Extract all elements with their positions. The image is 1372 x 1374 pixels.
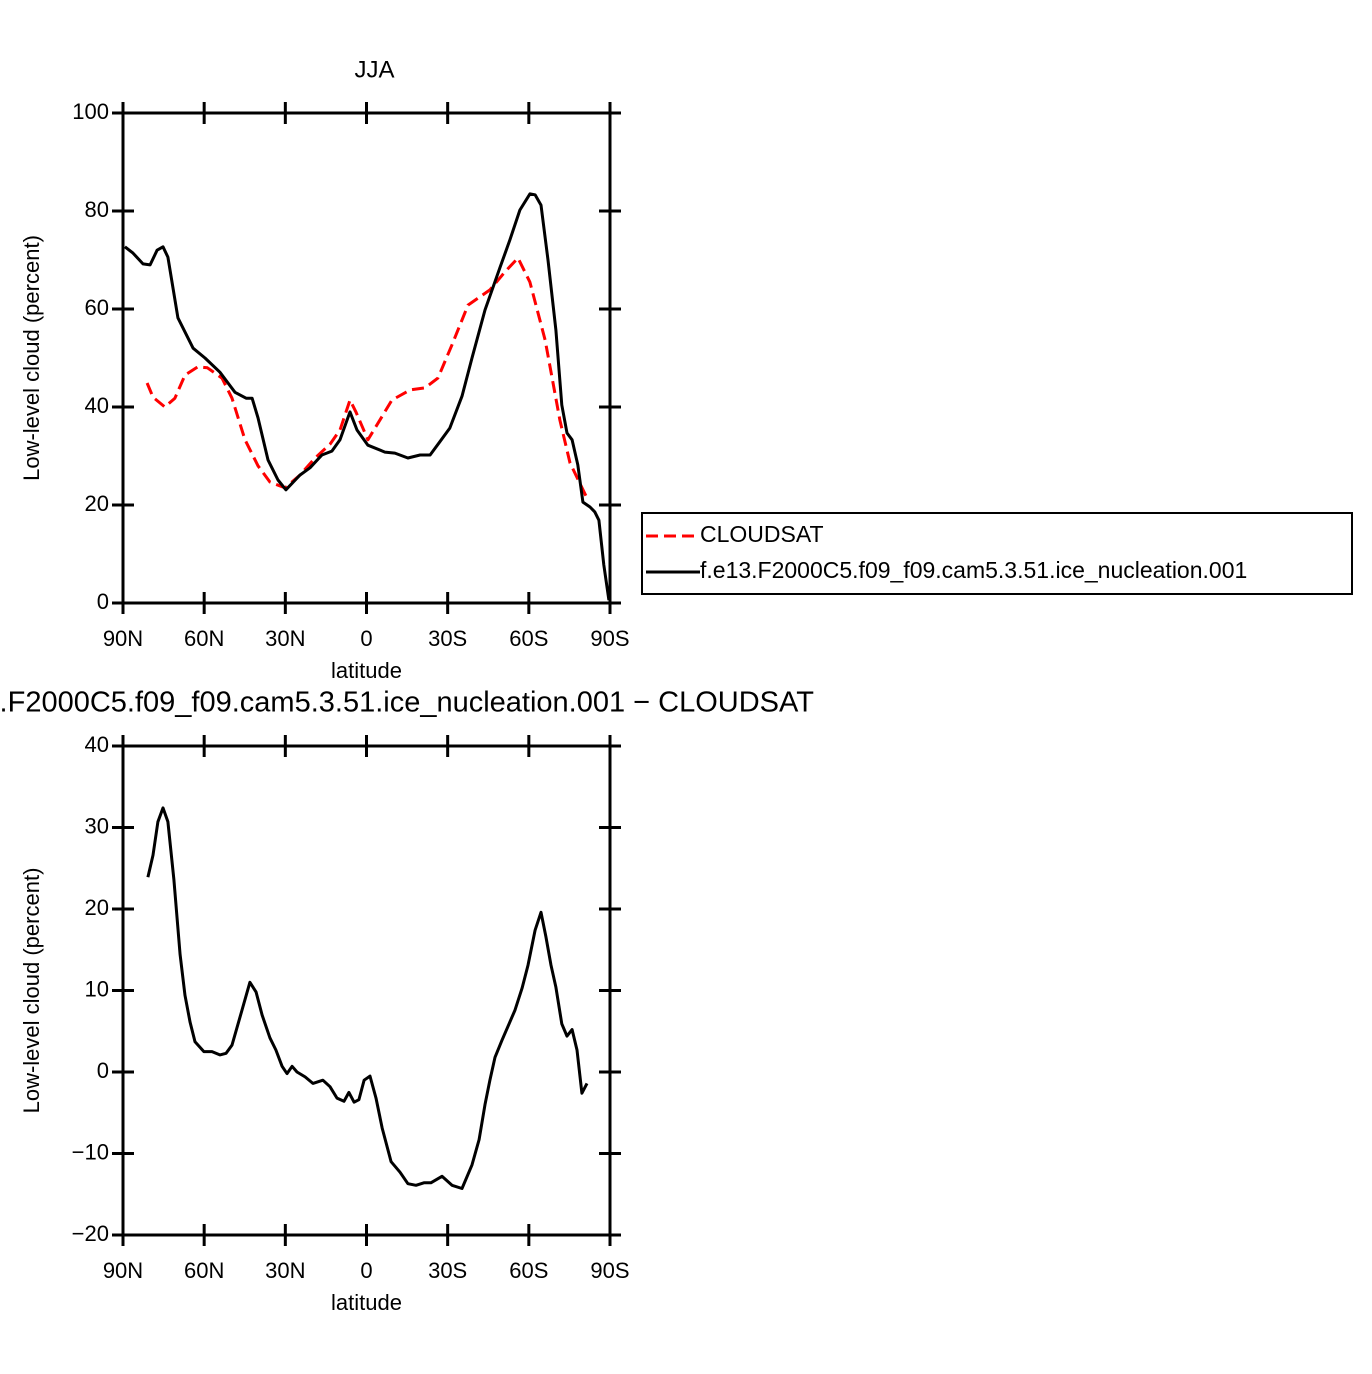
legend-box — [641, 512, 1353, 595]
x-axis-label: latitude — [331, 1290, 402, 1315]
x-tick-label: 30S — [428, 1258, 467, 1283]
x-tick-label: 60N — [184, 1258, 224, 1283]
data-line — [145, 256, 589, 499]
x-tick-label: 90S — [590, 1258, 629, 1283]
data-line — [123, 192, 611, 601]
chart-title: JJA — [354, 56, 394, 83]
y-tick-label: 0 — [97, 589, 109, 614]
y-tick-label: 100 — [72, 99, 109, 124]
x-tick-label: 30N — [265, 626, 305, 651]
x-tick-label: 90N — [103, 1258, 143, 1283]
y-axis-label: Low-level cloud (percent) — [19, 235, 44, 481]
x-tick-label: 60S — [509, 1258, 548, 1283]
y-tick-label: 10 — [85, 976, 109, 1001]
x-tick-label: 30N — [265, 1258, 305, 1283]
y-tick-label: 80 — [85, 197, 109, 222]
y-tick-label: 0 — [97, 1058, 109, 1083]
y-tick-label: −20 — [72, 1221, 109, 1246]
y-axis-label: Low-level cloud (percent) — [19, 868, 44, 1114]
chart-title: f.e13.F2000C5.f09_f09.cam5.3.51.ice_nucl… — [0, 687, 814, 719]
y-tick-label: 20 — [85, 895, 109, 920]
x-tick-label: 30S — [428, 626, 467, 651]
x-tick-label: 90S — [590, 626, 629, 651]
y-tick-label: −10 — [72, 1139, 109, 1164]
legend-label: f.e13.F2000C5.f09_f09.cam5.3.51.ice_nucl… — [700, 557, 1247, 583]
x-tick-label: 90N — [103, 626, 143, 651]
plot-frame — [121, 111, 612, 605]
y-tick-label: 20 — [85, 491, 109, 516]
legend-label: CLOUDSAT — [700, 521, 824, 547]
x-axis-label: latitude — [331, 658, 402, 683]
x-tick-label: 60N — [184, 626, 224, 651]
y-tick-label: 40 — [85, 732, 109, 757]
x-tick-label: 0 — [360, 1258, 372, 1283]
data-line — [146, 806, 589, 1190]
x-tick-label: 60S — [509, 626, 548, 651]
plot-frame — [121, 744, 612, 1237]
y-tick-label: 60 — [85, 295, 109, 320]
y-tick-label: 30 — [85, 813, 109, 838]
y-tick-label: 40 — [85, 393, 109, 418]
x-tick-label: 0 — [360, 626, 372, 651]
